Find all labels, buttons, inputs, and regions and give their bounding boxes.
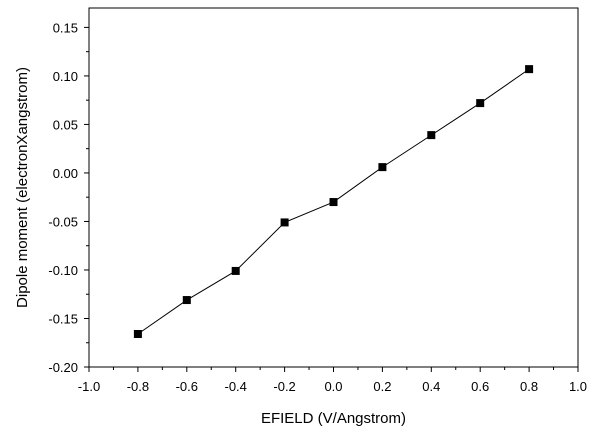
y-tick-label: -0.15: [48, 311, 78, 326]
y-axis: -0.20 -0.15 -0.10 -0.05 0.00 0.05 0.10 0.15: [48, 20, 89, 375]
series-layer: [133, 65, 534, 339]
x-tick-label: 1.0: [569, 379, 587, 394]
y-tick-label: -0.05: [48, 214, 78, 229]
x-tick-label: 0.0: [324, 379, 342, 394]
data-point-marker: [525, 65, 534, 74]
x-tick-label: 0.4: [422, 379, 440, 394]
data-point-marker: [231, 266, 240, 275]
y-tick-label: 0.10: [53, 69, 78, 84]
y-tick-label: 0.05: [53, 117, 78, 132]
data-point-marker: [280, 218, 289, 227]
x-tick-label: 0.2: [373, 379, 391, 394]
data-point-marker: [378, 163, 387, 172]
y-tick-label: 0.00: [53, 166, 78, 181]
x-tick-label: -0.6: [176, 379, 198, 394]
y-axis-title: Dipole moment (electronXangstrom): [14, 67, 31, 308]
x-tick-label: -0.4: [224, 379, 246, 394]
x-tick-label: 0.8: [520, 379, 538, 394]
data-point-marker: [476, 99, 485, 108]
data-point-marker: [182, 296, 191, 305]
data-point-marker: [329, 198, 338, 207]
y-tick-label: 0.15: [53, 20, 78, 35]
x-tick-label: 0.6: [471, 379, 489, 394]
data-point-marker: [427, 131, 436, 140]
x-tick-label: -0.2: [273, 379, 295, 394]
x-axis: -1.0 -0.8 -0.6 -0.4 -0.2 0.0 0.2 0.4 0.6 0.8 1.0: [78, 367, 587, 394]
x-tick-label: -1.0: [78, 379, 100, 394]
y-tick-label: -0.10: [48, 263, 78, 278]
data-point-marker: [133, 330, 142, 339]
x-axis-title: EFIELD (V/Angstrom): [261, 410, 406, 427]
x-tick-label: -0.8: [127, 379, 149, 394]
y-tick-label: -0.20: [48, 360, 78, 375]
